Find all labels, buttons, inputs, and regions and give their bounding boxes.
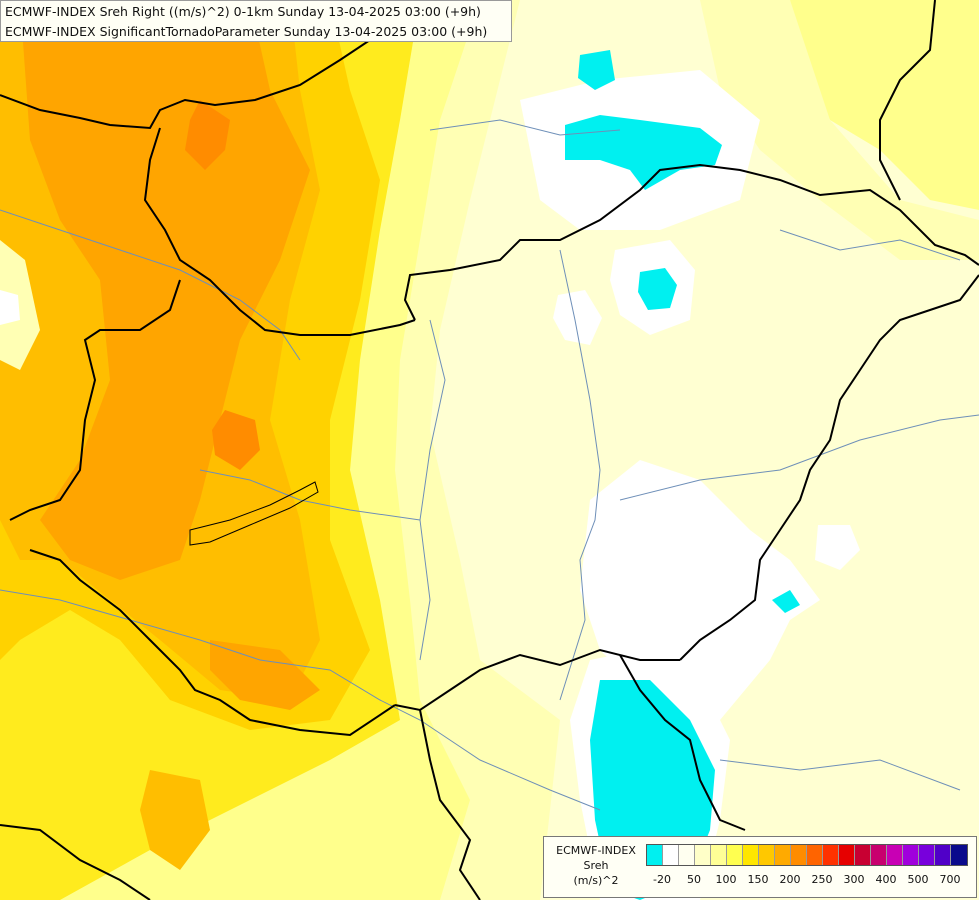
border-croatia-serbia	[419, 709, 481, 900]
title-stp: ECMWF-INDEX SignificantTornadoParameter …	[5, 24, 488, 39]
legend-tick-label: 400	[875, 873, 897, 886]
legend-swatch-13	[855, 845, 871, 865]
title-sreh: ECMWF-INDEX Sreh Right ((m/s)^2) 0-1km S…	[5, 4, 481, 19]
field-cyan-east-spot	[772, 590, 800, 613]
legend-tick-label: 250	[811, 873, 833, 886]
field-cyan-center	[638, 268, 677, 310]
river-2	[419, 319, 446, 661]
legend-tick-label: 50	[687, 873, 701, 886]
legend-caption: ECMWF-INDEX Sreh (m/s)^2	[548, 843, 644, 888]
legend-swatch-2	[679, 845, 695, 865]
border-east	[879, 0, 936, 201]
legend-swatch-15	[887, 845, 903, 865]
border-north	[0, 0, 441, 130]
legend-swatch-7	[759, 845, 775, 865]
legend-swatch-0	[647, 845, 663, 865]
legend-tick-label: 500	[907, 873, 929, 886]
field-deep-orange-1	[185, 100, 230, 170]
field-pale-ne	[700, 0, 979, 260]
legend-swatch-16	[903, 845, 919, 865]
legend-swatch-3	[695, 845, 711, 865]
legend-tick-label: -20	[653, 873, 671, 886]
field-pale-west-spot	[0, 240, 40, 370]
legend-swatch-19	[951, 845, 967, 865]
legend-swatch-12	[839, 845, 855, 865]
legend-tick-label: 300	[843, 873, 865, 886]
border-slovakia-hungary	[403, 163, 979, 321]
legend-variable: Sreh	[583, 859, 609, 872]
border-hungary-romania	[679, 274, 979, 661]
border-serbia-romania	[619, 654, 746, 831]
river-7	[779, 229, 961, 261]
river-3	[0, 589, 601, 811]
field-white-west-spot	[0, 290, 20, 325]
legend-swatch-11	[823, 845, 839, 865]
legend-source: ECMWF-INDEX	[556, 844, 636, 857]
field-orange-west	[20, 0, 310, 580]
river-8	[719, 759, 961, 791]
legend-tick-label: 100	[715, 873, 737, 886]
lake	[189, 481, 319, 546]
legend-swatch-17	[919, 845, 935, 865]
field-white-center-2	[553, 290, 602, 345]
legend-tick-labels: -20 50 100 150 200 250 300 400 500 700	[646, 873, 966, 889]
legend-unit: (m/s)^2	[573, 874, 619, 887]
legend-swatch-8	[775, 845, 791, 865]
field-white-east-spot	[815, 525, 860, 570]
legend-swatch-6	[743, 845, 759, 865]
legend-tick-label: 700	[939, 873, 961, 886]
map-title-box: ECMWF-INDEX Sreh Right ((m/s)^2) 0-1km S…	[0, 0, 512, 42]
field-yellow-ne	[790, 0, 979, 210]
river-6	[429, 119, 621, 136]
field-amber-sw	[140, 770, 210, 870]
field-orange-south	[210, 640, 320, 710]
legend-swatch-10	[807, 845, 823, 865]
border-hungary-serbia	[394, 648, 680, 712]
legend-swatch-5	[727, 845, 743, 865]
legend-swatch-18	[935, 845, 951, 865]
river-9	[199, 469, 421, 521]
legend-color-scale	[646, 844, 968, 866]
river-1	[0, 209, 301, 361]
field-cyan-north-1	[578, 50, 615, 90]
river-4	[559, 249, 601, 701]
border-sw	[0, 824, 151, 900]
legend-swatch-1	[663, 845, 679, 865]
border-austria-hungary	[143, 127, 416, 336]
legend-swatch-14	[871, 845, 887, 865]
border-hungary-croatia	[29, 549, 396, 737]
color-legend: ECMWF-INDEX Sreh (m/s)^2 -20 50 100 150 200 2…	[543, 836, 977, 898]
border-austria-slovenia	[9, 279, 181, 521]
legend-swatch-4	[711, 845, 727, 865]
field-deep-orange-2	[212, 410, 260, 470]
legend-tick-label: 200	[779, 873, 801, 886]
legend-swatch-9	[791, 845, 807, 865]
legend-tick-label: 150	[747, 873, 769, 886]
field-cyan-north-2	[565, 115, 722, 190]
